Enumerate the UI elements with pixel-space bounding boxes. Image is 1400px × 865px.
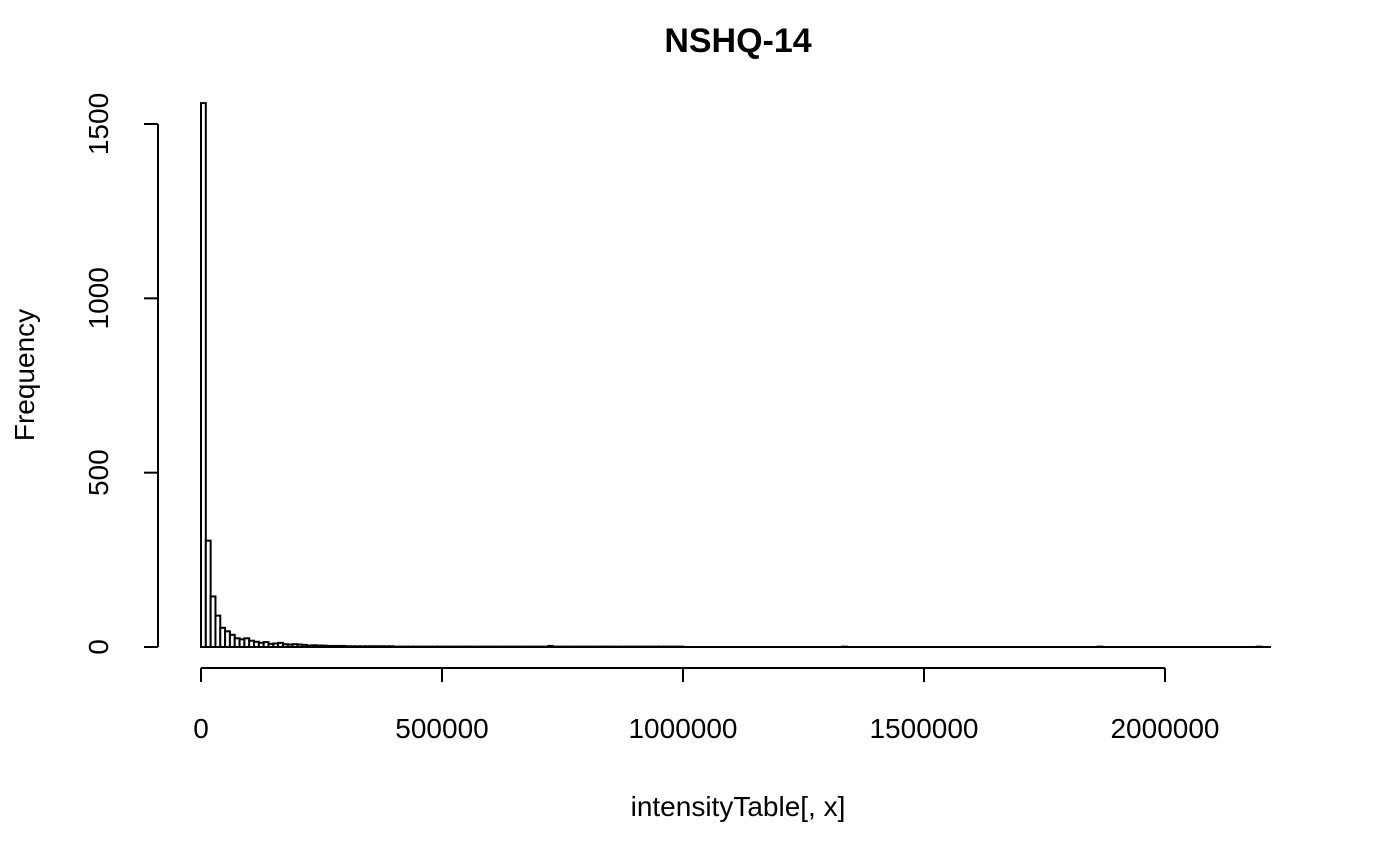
x-tick-label: 2000000 [1110, 713, 1219, 744]
x-tick-label: 0 [193, 713, 209, 744]
y-tick-label: 1500 [83, 93, 114, 155]
x-axis: 0 500000 1000000 1500000 2000000 [193, 667, 1220, 744]
x-tick-label: 1500000 [869, 713, 978, 744]
y-tick-label: 0 [83, 639, 114, 655]
x-tick-label: 1000000 [628, 713, 737, 744]
y-axis-label: Frequency [9, 309, 40, 441]
x-axis-label: intensityTable[, x] [631, 791, 846, 822]
y-axis: 0 500 1000 1500 [83, 93, 159, 655]
x-tick-label: 500000 [395, 713, 488, 744]
y-tick-label: 500 [83, 449, 114, 496]
y-ticks: 0 500 1000 1500 [83, 93, 158, 655]
y-tick-label: 1000 [83, 267, 114, 329]
chart-title: NSHQ-14 [664, 22, 811, 60]
x-ticks: 0 500000 1000000 1500000 2000000 [193, 668, 1220, 744]
histogram-bars [200, 102, 1263, 649]
